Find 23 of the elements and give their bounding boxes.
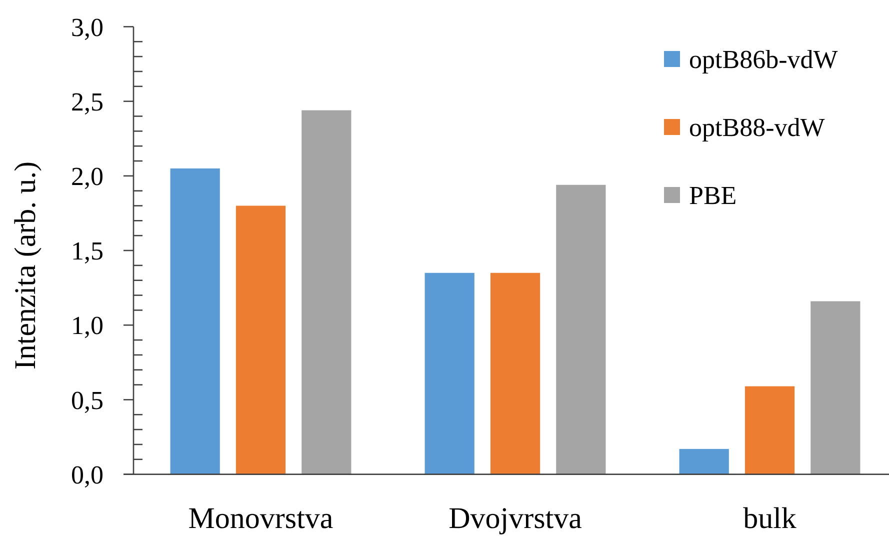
bar [302,110,352,474]
y-tick-label: 0,5 [71,386,104,415]
bar [424,272,474,474]
bar [744,386,795,474]
bar [490,272,540,474]
legend-label: PBE [689,181,737,210]
legend-label: optB88-vdW [689,113,826,142]
x-tick-label: Monovrstva [188,502,334,535]
y-tick-label: 2,5 [71,87,104,116]
y-tick-label: 1,0 [71,311,104,340]
y-tick-label: 2,0 [71,162,104,191]
x-tick-label: Dvojvrstva [448,502,582,535]
x-tick-label: bulk [743,502,796,535]
legend-label: optB86b-vdW [689,45,838,74]
y-tick-label: 3,0 [71,12,104,42]
y-tick-label: 0,0 [71,460,104,490]
y-tick-label: 1,5 [71,236,104,266]
bar [170,168,220,474]
bar [236,206,286,474]
bar [556,184,606,474]
bar [810,301,860,474]
bar [679,448,729,474]
y-axis-title: Intenzita (arb. u.) [9,161,42,370]
